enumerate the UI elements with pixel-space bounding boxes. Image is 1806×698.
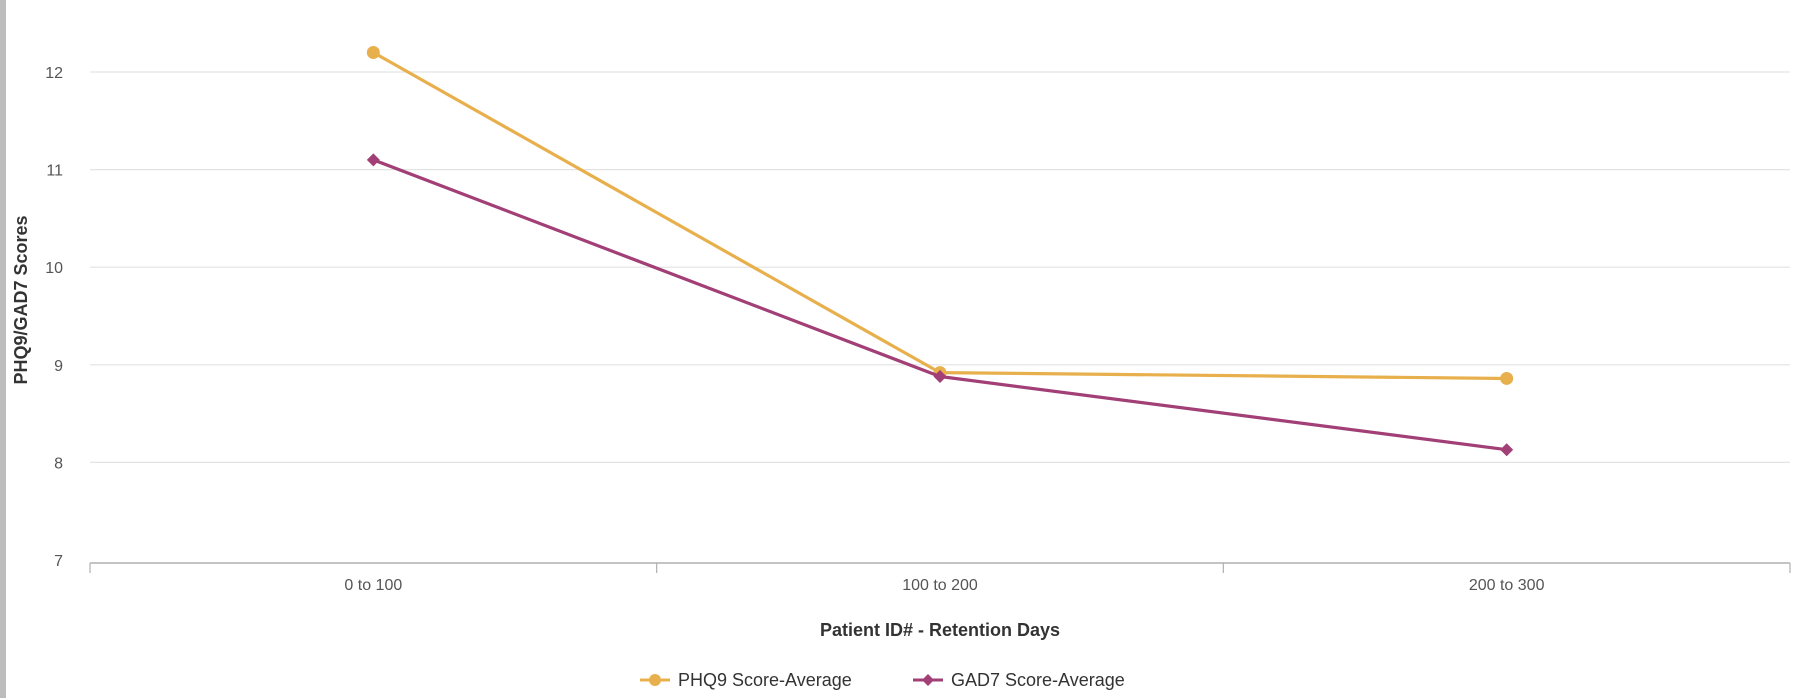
gridlines (90, 71, 1790, 463)
x-axis: 0 to 100 100 to 200 200 to 300 (89, 562, 1791, 594)
legend-label: GAD7 Score-Average (951, 670, 1125, 690)
y-tick-label: 12 (45, 65, 63, 82)
series-lines (366, 45, 1514, 457)
legend-item[interactable]: PHQ9 Score-Average (640, 670, 852, 690)
data-point-marker[interactable] (366, 153, 380, 167)
legend[interactable]: PHQ9 Score-Average GAD7 Score-Average (640, 670, 1125, 690)
x-axis-title: Patient ID# - Retention Days (820, 620, 1060, 640)
x-tick-label: 0 to 100 (344, 577, 402, 594)
x-tick-label: 100 to 200 (902, 577, 978, 594)
x-tick-label: 200 to 300 (1469, 577, 1545, 594)
y-tick-label: 8 (54, 455, 63, 472)
series-line (372, 51, 1507, 381)
data-point-marker[interactable] (366, 45, 380, 59)
data-point-marker[interactable] (933, 370, 947, 384)
y-axis-title: PHQ9/GAD7 Scores (11, 215, 31, 384)
legend-label: PHQ9 Score-Average (678, 670, 852, 690)
y-tick-label: 9 (54, 358, 63, 375)
legend-item[interactable]: GAD7 Score-Average (913, 670, 1125, 690)
left-border (0, 0, 6, 698)
y-tick-label: 7 (54, 553, 63, 570)
y-tick-label: 10 (45, 260, 63, 277)
y-axis: 7 8 9 10 11 12 (45, 65, 63, 570)
data-point-marker[interactable] (1500, 371, 1514, 385)
legend-marker (649, 674, 661, 686)
data-point-marker[interactable] (1500, 443, 1514, 457)
series-line (372, 158, 1507, 452)
y-tick-label: 11 (46, 163, 63, 180)
legend-marker (922, 674, 934, 686)
